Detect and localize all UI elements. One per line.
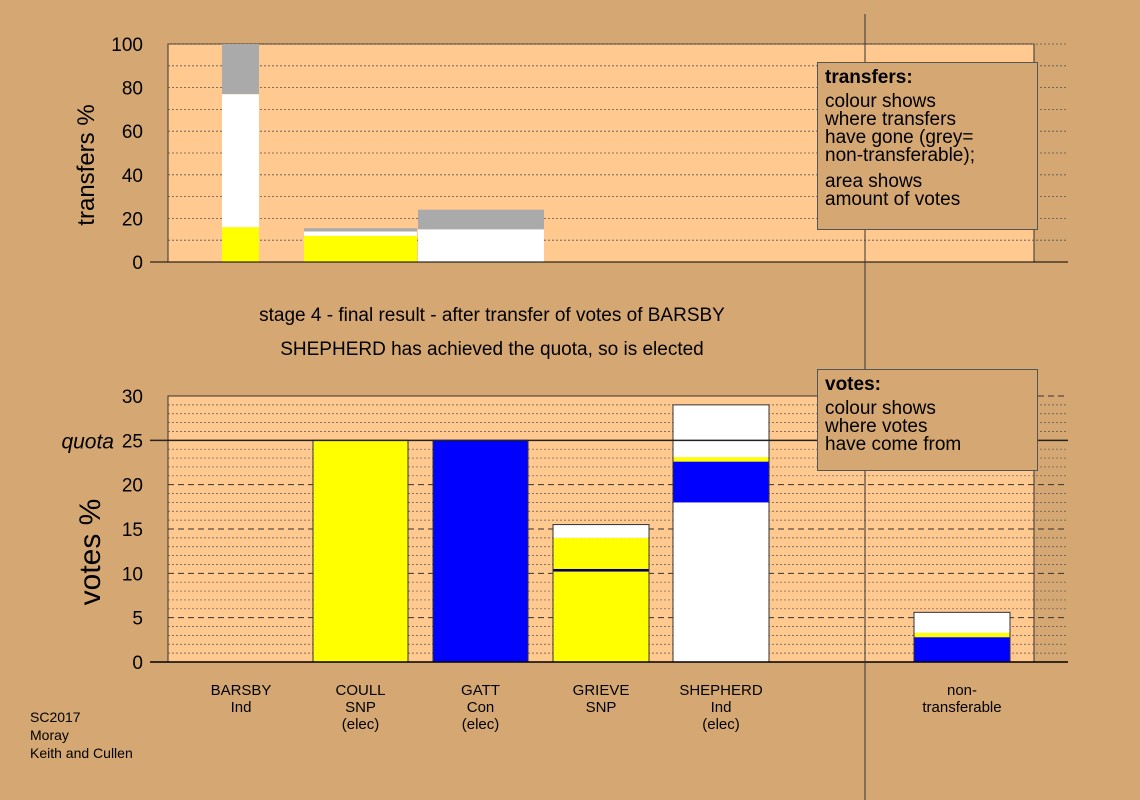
votes-legend-line: colour shows — [825, 398, 936, 419]
category-label: BARSBY Ind — [211, 682, 272, 716]
transfers-y-axis-label: transfers % — [73, 104, 100, 225]
transfers-legend-line: have gone (grey= — [825, 127, 974, 148]
votes-legend-line: have come from — [825, 434, 962, 455]
vote-bar-segment — [433, 440, 528, 662]
category-label: GRIEVE SNP — [573, 682, 630, 716]
category-label: SHEPHERD Ind (elec) — [679, 682, 763, 733]
footer-election: SC2017 — [30, 709, 81, 725]
transfers-y-tick-label: 20 — [122, 209, 143, 230]
transfers-y-tick-label: 60 — [122, 122, 143, 143]
vote-bar-segment — [553, 524, 649, 538]
votes-y-axis-label: votes % — [74, 499, 107, 606]
stage-caption: stage 4 - final result - after transfer … — [259, 305, 725, 326]
votes-y-tick-label: 0 — [132, 653, 143, 674]
transfers-legend-title: transfers: — [825, 67, 913, 88]
votes-legend-line: where votes — [825, 416, 928, 437]
transfers-y-tick-label: 40 — [122, 166, 143, 187]
category-label: non-transferable — [922, 682, 1001, 716]
vote-bar-segment — [553, 571, 649, 662]
transfer-bar-segment — [222, 227, 259, 262]
vote-bar-segment — [553, 537, 649, 569]
footer: SC2017 Moray Keith and Cullen — [30, 708, 133, 762]
votes-y-tick-label: 15 — [122, 520, 143, 541]
category-label: GATT Con (elec) — [461, 682, 500, 733]
transfer-bar-segment — [418, 229, 544, 262]
transfers-y-tick-label: 80 — [122, 79, 143, 100]
transfer-bar-segment — [304, 235, 417, 262]
result-caption: SHEPHERD has achieved the quota, so is e… — [280, 339, 704, 360]
vote-bar-segment — [914, 632, 1010, 638]
transfers-y-tick-label: 100 — [111, 35, 143, 56]
votes-y-tick-label: 30 — [122, 387, 143, 408]
footer-council: Moray — [30, 727, 69, 743]
transfer-bar-segment — [222, 94, 259, 228]
footer-ward: Keith and Cullen — [30, 745, 133, 761]
votes-y-tick-label: 10 — [122, 564, 143, 585]
transfer-bar-segment — [304, 231, 417, 236]
votes-y-tick-label: 5 — [132, 609, 143, 630]
transfer-bar-segment — [304, 228, 417, 232]
vote-bar-segment — [914, 612, 1010, 633]
transfers-legend-line: amount of votes — [825, 189, 961, 210]
transfers-legend-line: colour shows — [825, 91, 936, 112]
transfers-legend-line: where transfers — [825, 109, 956, 130]
transfer-bar-segment — [222, 44, 259, 95]
transfers-legend: transfers: colour shows where transfers … — [817, 62, 1038, 230]
transfer-bar-segment — [418, 209, 544, 230]
quota-label: quota — [61, 430, 114, 453]
vote-bar-segment — [673, 457, 769, 462]
votes-y-tick-label: 25 — [122, 431, 143, 452]
category-label: COULL SNP (elec) — [335, 682, 385, 733]
votes-legend: votes: colour shows where votes have com… — [817, 369, 1038, 471]
transfers-y-tick-label: 0 — [132, 253, 143, 274]
votes-legend-title: votes: — [825, 374, 881, 395]
votes-y-tick-label: 20 — [122, 476, 143, 497]
vote-bar-segment — [914, 637, 1010, 662]
transfers-legend-line: non-transferable); — [825, 145, 975, 166]
transfers-legend-line: area shows — [825, 171, 923, 192]
vote-bar-segment — [313, 440, 408, 662]
vote-bar-segment — [673, 502, 769, 662]
vote-bar-segment — [673, 404, 769, 458]
vote-bar-segment — [673, 461, 769, 503]
vote-bar-segment — [553, 568, 649, 572]
